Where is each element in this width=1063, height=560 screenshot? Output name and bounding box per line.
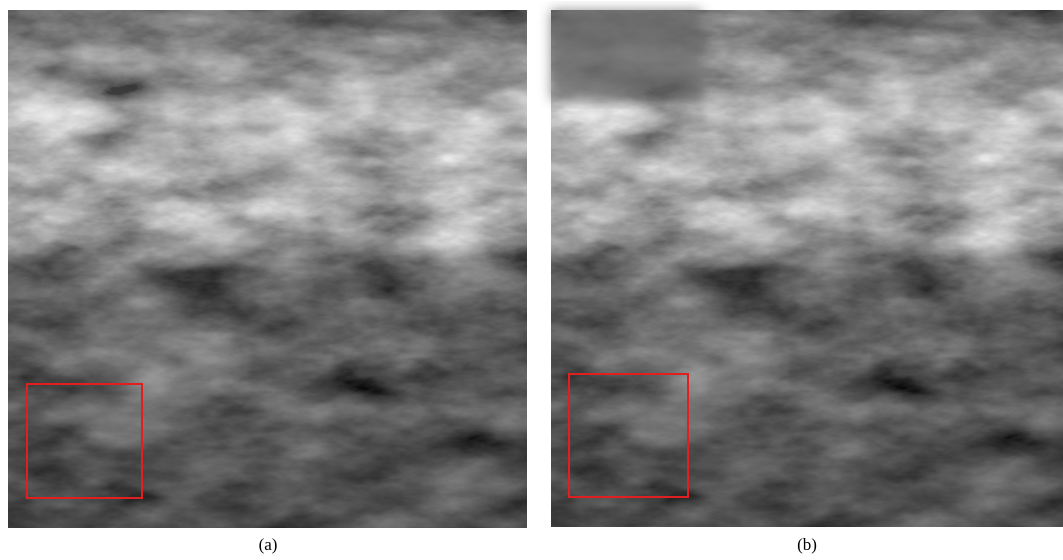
panel-a: (a)	[8, 10, 527, 554]
panel-b: (b)	[551, 10, 1063, 554]
caption: (a)	[259, 535, 278, 554]
page: {"panels": [{"caption": "(a)"}, {"captio…	[0, 0, 1063, 560]
caption: (b)	[797, 535, 817, 554]
image-shading	[8, 10, 527, 528]
zoom-inset	[551, 10, 701, 100]
figure: (a) (b)	[0, 0, 1063, 560]
